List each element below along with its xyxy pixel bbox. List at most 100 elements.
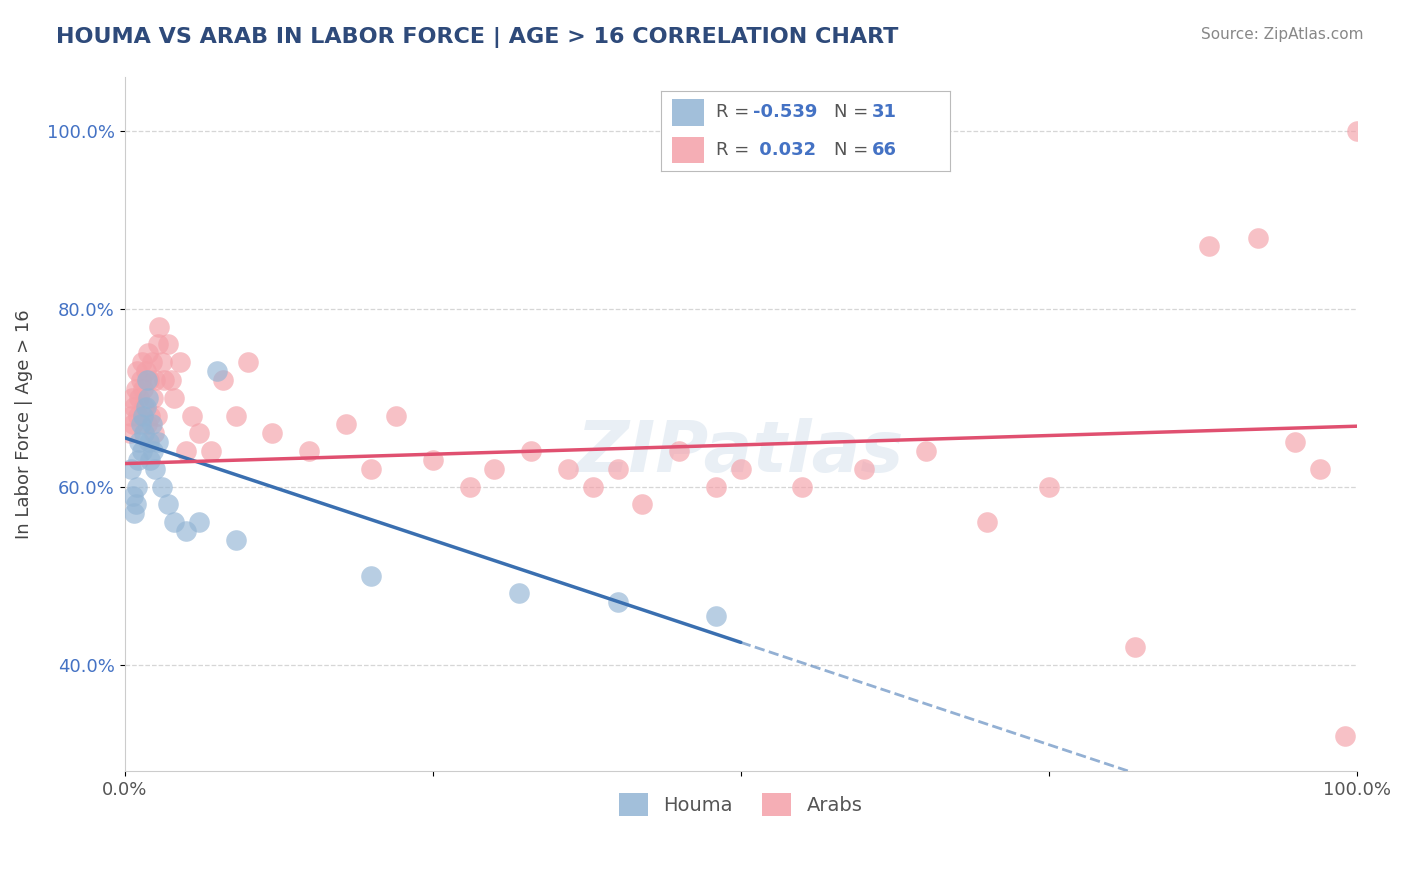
Point [131,355,153,369]
Point [125,480,148,494]
Point [508,586,530,600]
Point [1123,640,1146,654]
Point [976,516,998,530]
Point [156,498,179,512]
Point [142,444,165,458]
Point [148,319,170,334]
Point [136,346,159,360]
Point [730,462,752,476]
Point [187,516,209,530]
Point [135,417,157,432]
Point [124,400,146,414]
Point [1038,480,1060,494]
Point [139,409,162,423]
Point [174,444,197,458]
Point [139,453,162,467]
Point [141,355,163,369]
Point [225,409,247,423]
Point [132,409,155,423]
Point [127,409,149,423]
Point [125,364,148,378]
Point [1346,124,1368,138]
Point [127,453,149,467]
Y-axis label: In Labor Force | Age > 16: In Labor Force | Age > 16 [15,310,32,540]
Point [520,444,543,458]
Point [1309,462,1331,476]
Point [160,373,183,387]
Point [704,608,727,623]
Point [484,462,506,476]
Point [262,426,284,441]
Point [128,391,150,405]
Point [1333,729,1355,743]
Legend: Houma, Arabs: Houma, Arabs [612,785,870,824]
Point [1247,230,1270,244]
Point [122,489,145,503]
Point [134,426,156,441]
Point [606,595,628,609]
Point [145,409,167,423]
Point [135,400,157,414]
Text: HOUMA VS ARAB IN LABOR FORCE | AGE > 16 CORRELATION CHART: HOUMA VS ARAB IN LABOR FORCE | AGE > 16 … [56,27,898,48]
Point [129,373,152,387]
Point [582,480,605,494]
Point [384,409,406,423]
Point [458,480,481,494]
Point [1284,435,1306,450]
Point [606,462,628,476]
Point [200,444,222,458]
Point [212,373,235,387]
Point [163,516,186,530]
Point [236,355,259,369]
Point [360,462,382,476]
Point [205,364,228,378]
Point [150,355,173,369]
Point [122,417,145,432]
Point [129,417,152,432]
Point [187,426,209,441]
Point [360,568,382,582]
Point [335,417,357,432]
Text: Source: ZipAtlas.com: Source: ZipAtlas.com [1201,27,1364,42]
Point [169,355,191,369]
Point [145,462,167,476]
Point [125,382,148,396]
Point [181,409,204,423]
Point [792,480,814,494]
Point [146,337,169,351]
Point [135,364,157,378]
Point [668,444,690,458]
Point [131,444,153,458]
Point [225,533,247,547]
Text: ZIPatlas: ZIPatlas [576,417,904,487]
Point [143,426,166,441]
Point [704,480,727,494]
Point [631,498,654,512]
Point [138,373,160,387]
Point [557,462,579,476]
Point [853,462,876,476]
Point [145,373,167,387]
Point [1198,239,1220,253]
Point [132,382,155,396]
Point [134,400,156,414]
Point [298,444,321,458]
Point [141,417,163,432]
Point [120,409,142,423]
Point [914,444,936,458]
Point [121,391,143,405]
Point [142,391,165,405]
Point [422,453,444,467]
Point [138,435,160,450]
Point [125,498,148,512]
Point [124,507,146,521]
Point [150,480,173,494]
Point [153,373,176,387]
Point [118,426,141,441]
Point [135,373,157,387]
Point [163,391,186,405]
Point [128,435,150,450]
Point [136,391,159,405]
Point [174,524,197,538]
Point [120,462,142,476]
